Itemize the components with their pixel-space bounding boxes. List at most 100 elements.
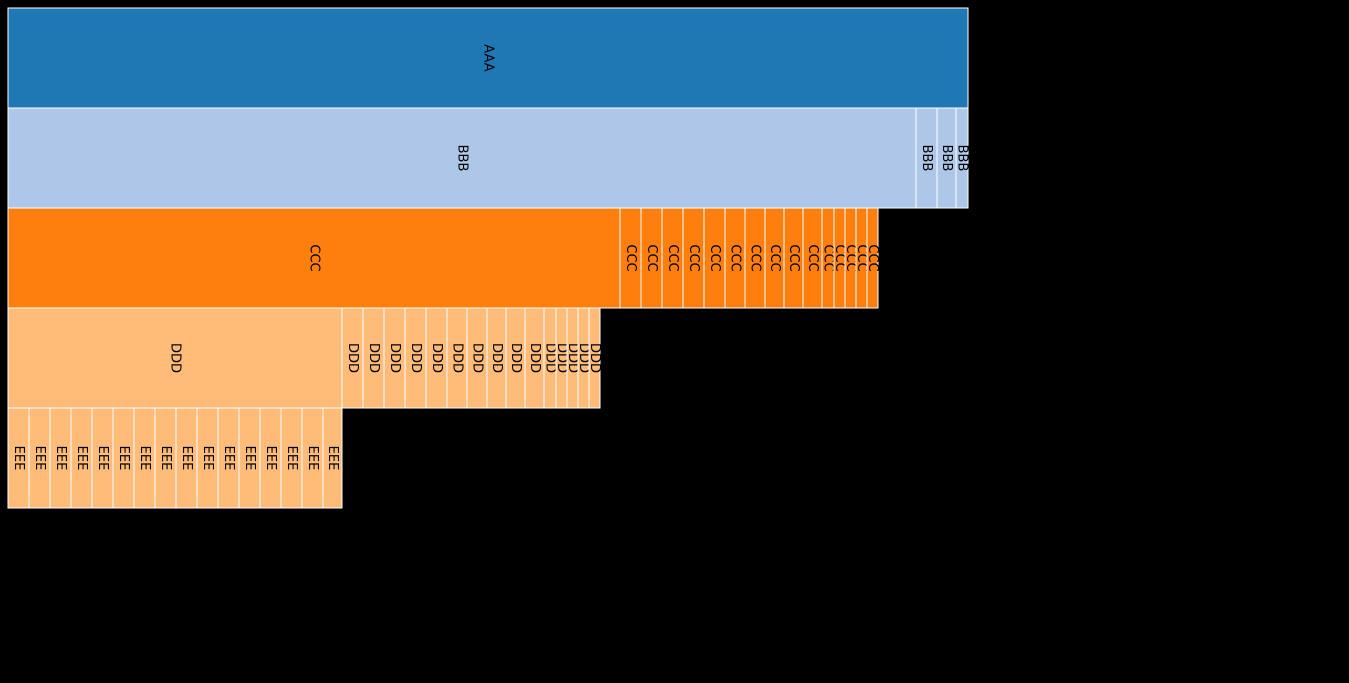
cell-ddd-15[interactable]: DDD [587, 307, 602, 409]
cell-label: DDD [387, 343, 402, 373]
cell-ccc-1[interactable]: CCC [619, 207, 642, 309]
cell-eee-15[interactable]: EEE [322, 407, 343, 509]
cell-label: CCC [644, 244, 659, 271]
cell-label: CCC [854, 244, 869, 271]
cell-label: EEE [242, 446, 257, 471]
cell-label: BBB [939, 145, 954, 172]
cell-label: DDD [527, 343, 542, 373]
cell-eee-12[interactable]: EEE [259, 407, 282, 509]
cell-label: DDD [450, 343, 465, 373]
cell-label: EEE [53, 446, 68, 471]
cell-label: DDD [470, 343, 485, 373]
cell-label: DDD [508, 343, 523, 373]
cell-rect [322, 407, 343, 509]
cell-rect [588, 307, 601, 409]
cell-label: CCC [786, 244, 801, 271]
cell-bbb-2[interactable]: BBB [936, 107, 957, 209]
cell-eee-14[interactable]: EEE [301, 407, 324, 509]
cell-ccc-8[interactable]: CCC [764, 207, 785, 309]
cell-label: CCC [767, 244, 782, 271]
cell-ddd-9[interactable]: DDD [505, 307, 526, 409]
cell-label: DDD [408, 343, 423, 373]
cell-ccc-15[interactable]: CCC [865, 207, 880, 309]
cell-label: EEE [200, 446, 215, 471]
cell-eee-1[interactable]: EEE [28, 407, 51, 509]
cell-ccc-4[interactable]: CCC [682, 207, 705, 309]
cell-label: CCC [821, 244, 836, 271]
cell-ddd-4[interactable]: DDD [404, 307, 427, 409]
cell-label: AAA [481, 44, 496, 72]
cell-eee-2[interactable]: EEE [49, 407, 72, 509]
cell-label: EEE [263, 446, 278, 471]
cell-label: CCC [865, 244, 880, 271]
cell-ddd-5[interactable]: DDD [425, 307, 448, 409]
cell-label: CCC [686, 244, 701, 271]
cell-label: EEE [32, 446, 47, 471]
cell-eee-5[interactable]: EEE [112, 407, 135, 509]
cell-label: EEE [158, 446, 173, 471]
cell-ccc-5[interactable]: CCC [703, 207, 726, 309]
cell-ddd-6[interactable]: DDD [446, 307, 468, 409]
cell-label: DDD [429, 343, 444, 373]
cell-aaa-0[interactable]: AAA [7, 7, 969, 109]
cell-label: EEE [74, 446, 89, 471]
cell-ccc-2[interactable]: CCC [640, 207, 663, 309]
cell-label: DDD [489, 343, 504, 373]
cell-label: CCC [623, 244, 638, 271]
cell-eee-9[interactable]: EEE [196, 407, 219, 509]
cell-label: DDD [345, 343, 360, 373]
cell-rect [866, 207, 879, 309]
cell-label: CCC [665, 244, 680, 271]
cell-ccc-9[interactable]: CCC [783, 207, 804, 309]
cell-eee-8[interactable]: EEE [175, 407, 198, 509]
cell-rect [7, 107, 917, 209]
cell-label: EEE [221, 446, 236, 471]
cell-label: DDD [576, 343, 591, 373]
cell-eee-10[interactable]: EEE [217, 407, 240, 509]
cell-ddd-10[interactable]: DDD [524, 307, 545, 409]
cell-ddd-8[interactable]: DDD [486, 307, 507, 409]
cell-ddd-11[interactable]: DDD [543, 307, 558, 409]
cell-label: BBB [919, 145, 934, 172]
cell-bbb-3[interactable]: BBB [955, 107, 970, 209]
cell-label: CCC [748, 244, 763, 271]
cell-eee-3[interactable]: EEE [70, 407, 93, 509]
cell-ccc-10[interactable]: CCC [802, 207, 823, 309]
cell-eee-4[interactable]: EEE [91, 407, 114, 509]
cell-bbb-0[interactable]: BBB [7, 107, 917, 209]
cell-label: CCC [832, 244, 847, 271]
cell-eee-13[interactable]: EEE [280, 407, 303, 509]
cell-label: EEE [284, 446, 299, 471]
cell-label: EEE [11, 446, 26, 471]
cell-label: BBB [455, 145, 470, 172]
cell-label: DDD [554, 343, 569, 373]
cell-ddd-2[interactable]: DDD [362, 307, 385, 409]
cell-label: EEE [95, 446, 110, 471]
cell-eee-6[interactable]: EEE [133, 407, 156, 509]
cell-eee-11[interactable]: EEE [238, 407, 261, 509]
cell-label: BBB [955, 145, 970, 172]
cell-ddd-3[interactable]: DDD [383, 307, 406, 409]
cell-eee-7[interactable]: EEE [154, 407, 177, 509]
cell-bbb-1[interactable]: BBB [915, 107, 938, 209]
cell-ddd-7[interactable]: DDD [466, 307, 488, 409]
cell-rect [7, 307, 343, 409]
cell-label: EEE [305, 446, 320, 471]
cell-ddd-0[interactable]: DDD [7, 307, 343, 409]
cell-label: DDD [565, 343, 580, 373]
cell-label: DDD [543, 343, 558, 373]
cell-ccc-3[interactable]: CCC [661, 207, 684, 309]
cell-ccc-11[interactable]: CCC [821, 207, 836, 309]
cell-ccc-7[interactable]: CCC [744, 207, 766, 309]
cell-label: EEE [179, 446, 194, 471]
cell-label: EEE [325, 446, 340, 471]
cell-ddd-1[interactable]: DDD [341, 307, 364, 409]
cell-label: EEE [116, 446, 131, 471]
cell-rect [7, 7, 969, 109]
cell-ccc-0[interactable]: CCC [7, 207, 621, 309]
cell-rect [955, 107, 969, 209]
cell-ccc-6[interactable]: CCC [724, 207, 746, 309]
cell-label: CCC [728, 244, 743, 271]
cell-eee-0[interactable]: EEE [7, 407, 30, 509]
